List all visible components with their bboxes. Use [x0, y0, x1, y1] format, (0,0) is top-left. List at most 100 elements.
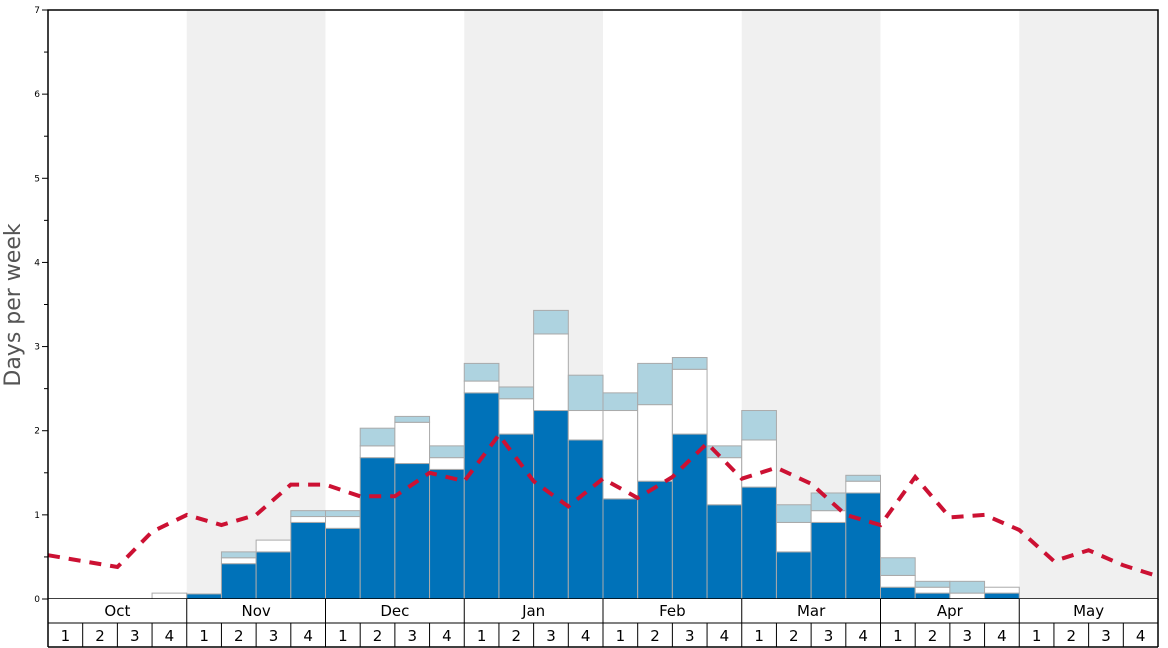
week-label: 1 — [477, 627, 487, 645]
bar-top-10 — [359, 427, 396, 447]
month-label-oct: Oct — [104, 602, 130, 620]
average-line-group — [47, 431, 1159, 579]
week-label: 1 — [754, 627, 764, 645]
month-label-mar: Mar — [797, 602, 826, 620]
bar-middle-19 — [671, 368, 708, 435]
bar-middle-23 — [810, 510, 847, 523]
week-label: 1 — [616, 627, 626, 645]
week-label: 2 — [95, 627, 105, 645]
bar-top-15 — [533, 309, 569, 335]
month-label-feb: Feb — [659, 602, 686, 620]
bar-base-19 — [671, 433, 708, 600]
bar-base-26 — [914, 592, 951, 600]
bar-top-21 — [741, 410, 777, 441]
week-label: 4 — [997, 627, 1007, 645]
week-label: 4 — [581, 627, 591, 645]
week-label: 2 — [789, 627, 799, 645]
bar-middle-11 — [394, 421, 431, 465]
bar-base-18 — [637, 480, 673, 600]
week-label: 4 — [858, 627, 868, 645]
bar-top-19 — [671, 357, 708, 370]
week-label: 1 — [1032, 627, 1042, 645]
week-label: 2 — [373, 627, 383, 645]
bar-middle-13 — [463, 380, 500, 394]
week-label: 1 — [61, 627, 71, 645]
month-label-nov: Nov — [241, 602, 270, 620]
bar-top-27 — [949, 580, 986, 594]
week-label: 2 — [512, 627, 522, 645]
y-tick-label: 0 — [34, 595, 40, 605]
y-tick-label: 3 — [34, 343, 40, 353]
y-axis: 0 1 2 3 4 5 6 7 — [34, 6, 48, 605]
week-label: 3 — [1101, 627, 1111, 645]
bar-base-8 — [290, 521, 326, 600]
month-label-dec: Dec — [380, 602, 409, 620]
bar-middle-26 — [914, 586, 951, 594]
bar-middle-7 — [255, 539, 292, 553]
week-label: 3 — [824, 627, 834, 645]
week-label: 2 — [928, 627, 938, 645]
month-label-apr: Apr — [937, 602, 964, 620]
bar-middle-6 — [220, 557, 257, 565]
week-label: 2 — [234, 627, 244, 645]
bar-middle-10 — [359, 445, 396, 459]
y-axis-label: Days per week — [1, 223, 26, 386]
bar-middle-12 — [429, 457, 465, 470]
bar-top-26 — [914, 580, 951, 588]
week-label: 2 — [1067, 627, 1077, 645]
week-label: 3 — [962, 627, 972, 645]
bar-base-28 — [984, 592, 1020, 600]
bar-top-25 — [880, 557, 916, 576]
month-label-may: May — [1073, 602, 1104, 620]
bar-top-22 — [775, 504, 812, 523]
bar-base-16 — [567, 439, 604, 600]
week-label: 3 — [130, 627, 140, 645]
week-label: 2 — [650, 627, 660, 645]
bar-base-24 — [845, 492, 881, 600]
y-tick-label: 1 — [34, 511, 40, 521]
bar-middle-4 — [151, 592, 188, 600]
bar-middle-28 — [984, 586, 1020, 594]
bar-top-11 — [394, 415, 431, 423]
y-tick-label: 7 — [34, 6, 40, 16]
bar-top-17 — [602, 392, 639, 412]
bar-top-14 — [498, 386, 535, 400]
y-tick-label: 4 — [34, 258, 40, 268]
month-shade-may — [1019, 10, 1158, 599]
bar-base-21 — [741, 486, 777, 600]
bar-base-10 — [359, 457, 396, 600]
week-label: 4 — [720, 627, 730, 645]
bar-base-25 — [880, 586, 916, 600]
bar-top-13 — [463, 362, 500, 382]
y-tick-label: 5 — [34, 174, 40, 184]
bar-base-13 — [463, 392, 500, 600]
bar-middle-25 — [880, 574, 916, 588]
week-label: 4 — [442, 627, 452, 645]
week-label: 4 — [1136, 627, 1146, 645]
x-axis: Oct 1 2 3 4 Nov 1 2 3 4 Dec 1 2 3 4 Jan 1 2 3 4 Feb 1 2 3 4 Mar 1 2… — [47, 599, 1159, 648]
bar-middle-15 — [533, 333, 569, 412]
bar-top-8 — [290, 510, 326, 518]
bar-middle-9 — [325, 516, 361, 529]
week-label: 1 — [338, 627, 348, 645]
bar-middle-20 — [706, 457, 743, 506]
y-tick-label: 2 — [34, 427, 40, 437]
week-label: 4 — [165, 627, 175, 645]
week-label: 1 — [199, 627, 209, 645]
bar-middle-8 — [290, 516, 326, 523]
bar-top-24 — [845, 474, 881, 482]
bar-top-18 — [637, 362, 673, 406]
bar-base-6 — [220, 563, 257, 600]
month-label-jan: Jan — [521, 602, 545, 620]
month-shading — [186, 10, 1158, 599]
week-label: 3 — [546, 627, 556, 645]
week-label: 3 — [269, 627, 279, 645]
bar-base-23 — [810, 521, 847, 600]
bar-base-20 — [706, 504, 743, 600]
bar-top-12 — [429, 445, 465, 459]
week-label: 4 — [303, 627, 313, 645]
average-line — [47, 431, 1159, 579]
bar-base-12 — [429, 468, 465, 600]
bar-base-9 — [325, 527, 361, 600]
